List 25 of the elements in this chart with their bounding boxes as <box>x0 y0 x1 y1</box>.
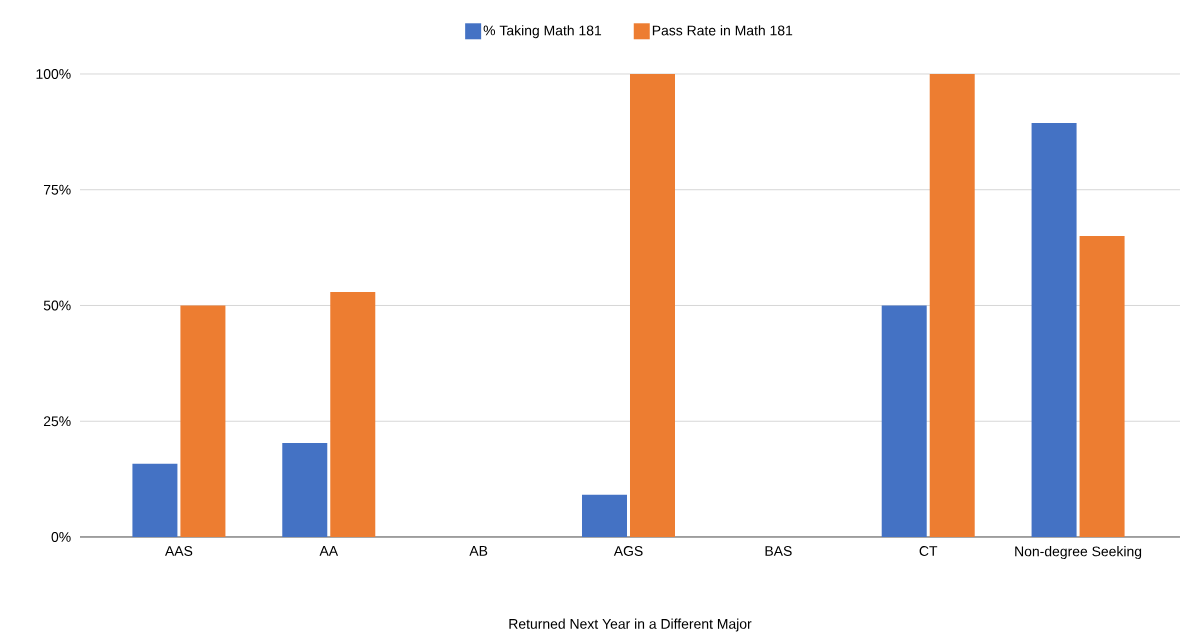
x-tick-label: BAS <box>765 546 792 556</box>
x-tick-label: AA <box>319 546 339 556</box>
y-tick-label: 75% <box>43 184 71 195</box>
x-axis-title: Returned Next Year in a Different Major <box>509 618 752 632</box>
x-tick-label: Non-degree Seeking <box>1015 546 1142 560</box>
x-tick-label: CT <box>919 546 938 556</box>
bar <box>180 305 226 537</box>
y-tick-label: 0% <box>51 532 71 542</box>
bar <box>132 463 178 537</box>
x-tick-label: AB <box>469 546 488 556</box>
legend-label: % Taking Math 181 <box>483 25 602 39</box>
legend-label: Pass Rate in Math 181 <box>652 25 793 36</box>
y-tick-label: 100% <box>36 69 71 79</box>
bar <box>1079 236 1125 537</box>
bar <box>282 443 328 537</box>
y-tick-label: 25% <box>43 416 71 427</box>
x-tick-label: AAS <box>165 546 193 556</box>
y-tick-label: 50% <box>43 300 71 311</box>
x-tick-label: AGS <box>613 546 643 556</box>
bar <box>929 73 975 537</box>
bar <box>582 494 627 537</box>
bar <box>881 305 927 537</box>
bar <box>1031 123 1077 537</box>
bar <box>630 73 675 537</box>
bar <box>330 292 376 537</box>
